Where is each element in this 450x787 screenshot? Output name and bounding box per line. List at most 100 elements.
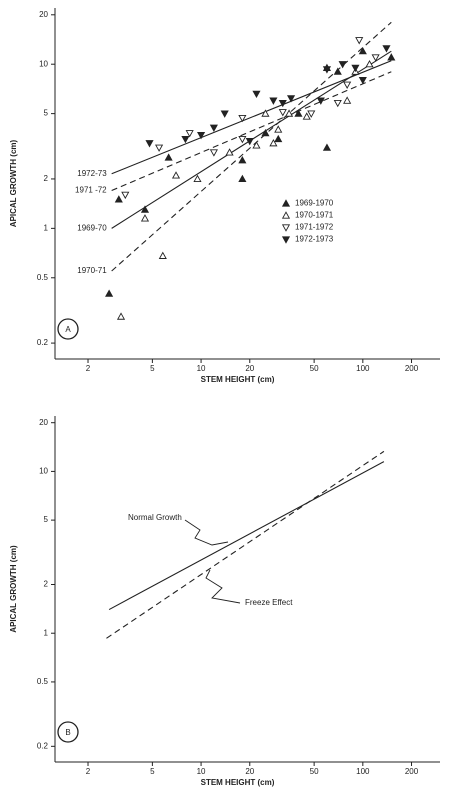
- y-tick-label: 0.5: [37, 273, 49, 282]
- y-tick-label: 20: [39, 418, 48, 427]
- point: [209, 124, 218, 132]
- x-tick-label: 5: [150, 767, 155, 776]
- point: [302, 112, 311, 120]
- point: [252, 90, 261, 99]
- point: [252, 141, 261, 149]
- y-tick-label: 1: [44, 628, 49, 637]
- panel-label: A: [65, 325, 71, 334]
- fit-line: [111, 71, 392, 192]
- y-tick-label: 0.2: [37, 741, 49, 750]
- point: [209, 149, 218, 157]
- x-tick-label: 100: [356, 767, 370, 776]
- point: [358, 46, 367, 55]
- point: [358, 77, 367, 85]
- y-tick-label: 0.5: [37, 677, 49, 686]
- point: [114, 195, 123, 203]
- point: [333, 67, 342, 75]
- x-tick-label: 10: [197, 364, 206, 373]
- point: [278, 99, 287, 108]
- fit-line: [106, 450, 385, 639]
- point: [164, 153, 173, 161]
- y-tick-label: 10: [39, 467, 48, 476]
- point: [269, 97, 278, 105]
- line-label: 1970-71: [77, 266, 107, 275]
- annotation-arrow: [184, 519, 229, 546]
- x-tick-label: 50: [310, 767, 319, 776]
- panel-label: B: [65, 728, 70, 737]
- y-tick-label: 2: [44, 174, 49, 183]
- panel-circle: [57, 721, 79, 743]
- point: [338, 61, 347, 69]
- x-tick-label: 20: [245, 767, 254, 776]
- point: [140, 214, 150, 222]
- point: [278, 109, 287, 117]
- point: [155, 144, 164, 152]
- x-tick-label: 2: [86, 767, 91, 776]
- point: [307, 110, 316, 118]
- point: [238, 174, 247, 183]
- point: [274, 134, 283, 143]
- point: [140, 205, 150, 213]
- y-tick-label: 10: [39, 59, 48, 68]
- point: [261, 109, 270, 117]
- y-tick-label: 2: [44, 580, 49, 589]
- line-label: 1969-70: [77, 223, 107, 232]
- point: [238, 114, 247, 123]
- point: [365, 59, 374, 68]
- annotation: Freeze Effect: [245, 598, 293, 607]
- x-tick-label: 2: [86, 364, 91, 373]
- point: [387, 53, 396, 61]
- legend-label: 1971-1972: [295, 223, 334, 232]
- point: [193, 174, 202, 183]
- point: [294, 109, 303, 117]
- x-axis-label: STEM HEIGHT (cm): [201, 778, 275, 787]
- line-label: 1972-73: [77, 169, 107, 178]
- point: [245, 138, 254, 146]
- point: [269, 139, 278, 147]
- point: [285, 109, 294, 117]
- point: [197, 131, 206, 140]
- fit-line: [111, 21, 392, 272]
- legend-marker: [281, 224, 291, 232]
- legend-label: 1969-1970: [295, 199, 334, 208]
- fit-line: [108, 461, 385, 611]
- y-axis-label: APICAL GROWTH (cm): [9, 139, 18, 227]
- point: [181, 135, 190, 144]
- point: [355, 37, 364, 45]
- point: [261, 128, 270, 137]
- y-tick-label: 20: [39, 10, 48, 19]
- point: [185, 130, 194, 138]
- point: [121, 191, 130, 200]
- legend-marker: [281, 199, 291, 207]
- x-tick-label: 5: [150, 364, 155, 373]
- point: [333, 99, 342, 108]
- point: [171, 171, 181, 179]
- legend-marker: [281, 211, 291, 219]
- x-axis-label: STEM HEIGHT (cm): [201, 375, 275, 384]
- legend-label: 1972-1973: [295, 235, 334, 244]
- annotation-arrow: [205, 569, 241, 604]
- y-tick-label: 5: [44, 515, 49, 524]
- x-tick-label: 200: [405, 364, 419, 373]
- point: [220, 110, 229, 118]
- point: [343, 81, 352, 89]
- y-axis-label: APICAL GROWTH (cm): [9, 545, 18, 633]
- x-tick-label: 100: [356, 364, 370, 373]
- point: [351, 64, 360, 73]
- point: [286, 95, 296, 103]
- x-tick-label: 200: [405, 767, 419, 776]
- point: [382, 45, 391, 53]
- legend-marker: [281, 236, 291, 244]
- point: [145, 140, 154, 148]
- point: [371, 54, 380, 62]
- point: [116, 312, 126, 320]
- annotation: Normal Growth: [128, 513, 182, 522]
- y-tick-label: 0.2: [37, 338, 49, 347]
- point: [158, 251, 167, 259]
- x-tick-label: 50: [310, 364, 319, 373]
- panel-circle: [57, 318, 79, 340]
- point: [238, 156, 247, 164]
- point: [238, 135, 247, 144]
- y-tick-label: 5: [44, 109, 49, 118]
